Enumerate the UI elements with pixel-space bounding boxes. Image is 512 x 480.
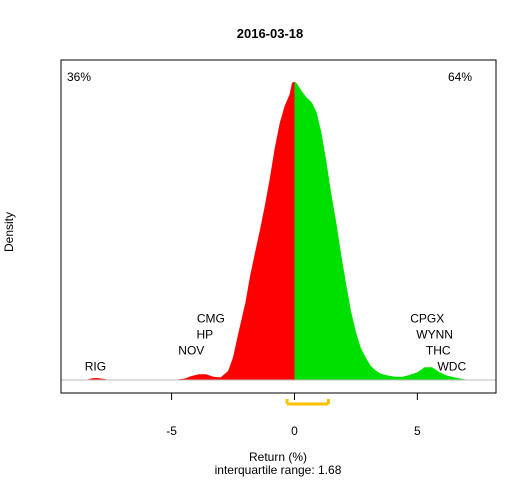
annotation-rig: RIG bbox=[85, 360, 106, 374]
annotation-hp: HP bbox=[196, 327, 213, 341]
annotation-cmg: CMG bbox=[197, 311, 225, 325]
negative-share-label: 36% bbox=[67, 70, 91, 84]
annotation-nov: NOV bbox=[178, 344, 204, 358]
x-tick-label: 5 bbox=[414, 424, 421, 438]
annotation-wdc: WDC bbox=[437, 360, 466, 374]
positive-density-area bbox=[294, 81, 469, 380]
iqr-bracket bbox=[285, 399, 330, 406]
y-axis-label: Density bbox=[2, 212, 16, 252]
x-axis: -5 0 5 bbox=[166, 393, 421, 438]
x-tick-label: -5 bbox=[166, 424, 177, 438]
annotation-wynn: WYNN bbox=[416, 327, 453, 341]
x-tick-label: 0 bbox=[291, 424, 298, 438]
annotation-cpgx: CPGX bbox=[410, 311, 444, 325]
iqr-caption: interquartile range: 1.68 bbox=[215, 463, 342, 477]
x-axis-label: Return (%) bbox=[249, 450, 307, 464]
plot-area bbox=[60, 59, 497, 394]
annotation-thc: THC bbox=[426, 344, 451, 358]
positive-share-label: 64% bbox=[448, 70, 472, 84]
chart-title: 2016-03-18 bbox=[237, 26, 304, 41]
negative-density-area bbox=[85, 81, 295, 380]
plot-frame bbox=[60, 59, 497, 394]
outlier-annotations: RIG NOV HP CMG CPGX WYNN THC WDC bbox=[85, 311, 467, 373]
